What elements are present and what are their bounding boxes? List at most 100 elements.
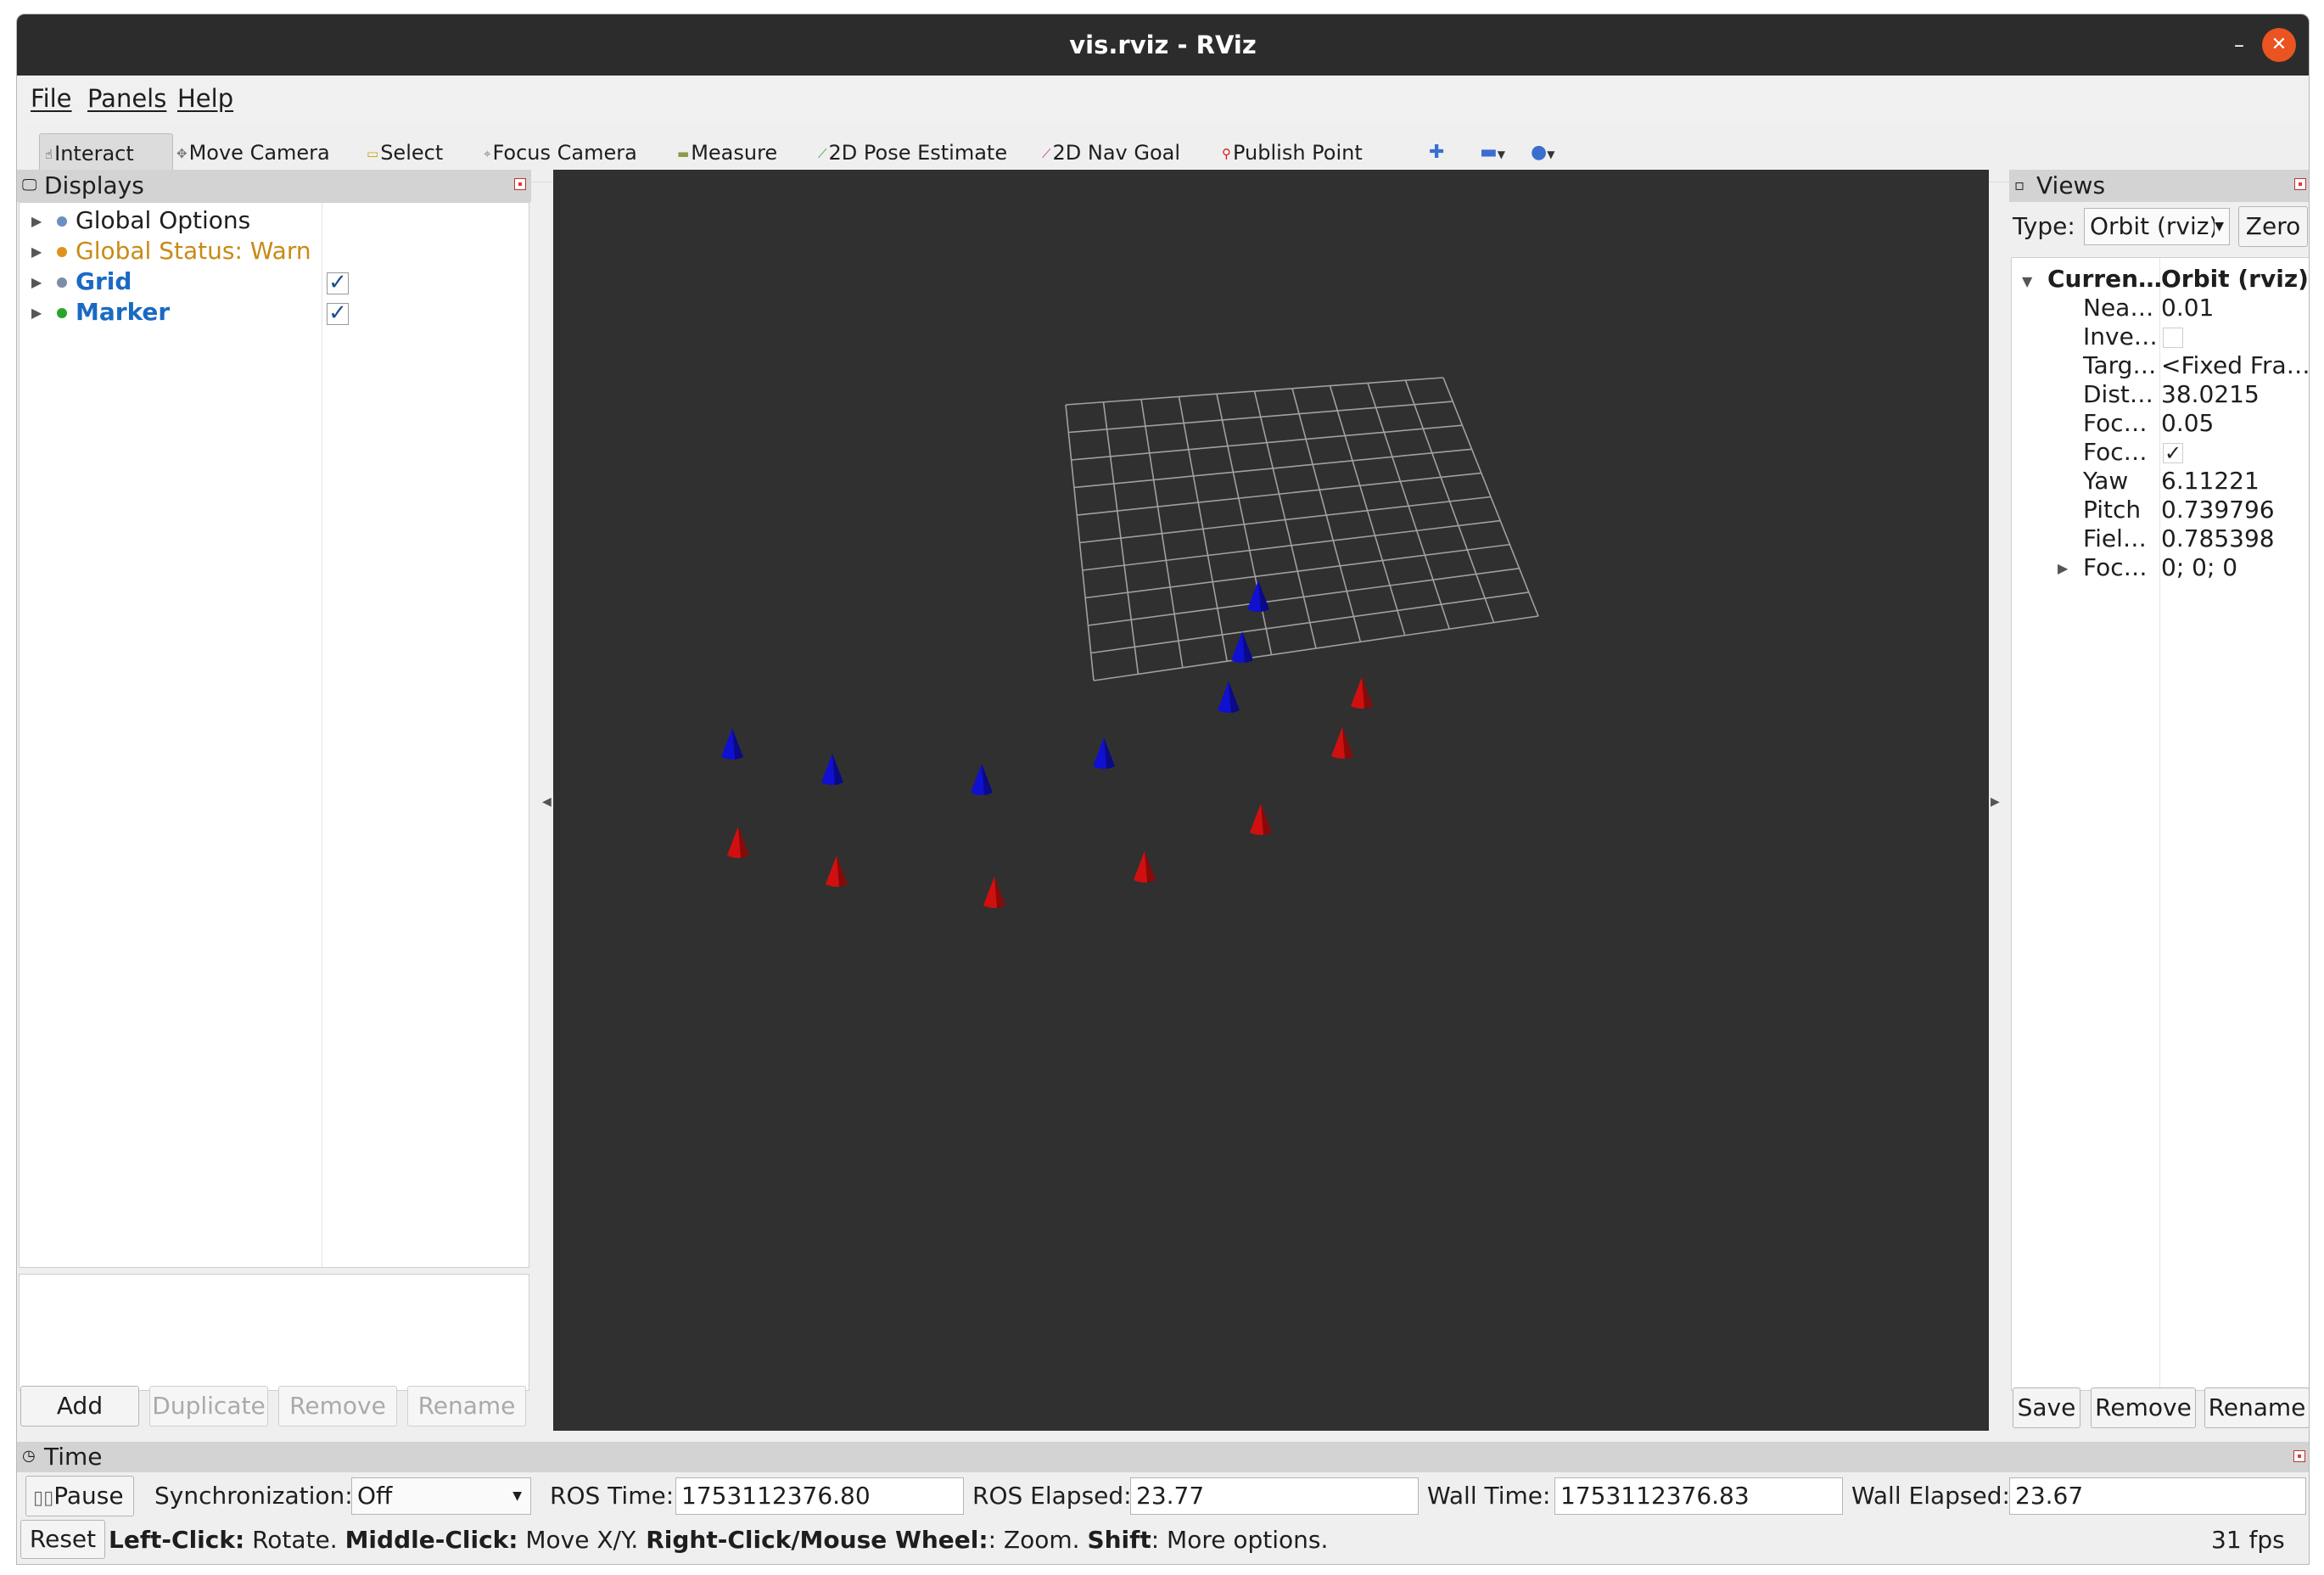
grid-line	[1367, 383, 1450, 630]
select-box-icon: ▭	[367, 146, 379, 161]
zero-button[interactable]: Zero	[2238, 206, 2308, 247]
title-bar: vis.rviz - RViz – ☐ ✕	[17, 14, 2309, 76]
wall-elapsed-label: Wall Elapsed:	[1851, 1482, 2010, 1510]
blue-cone-marker	[1093, 737, 1115, 769]
select-label: Select	[380, 141, 444, 165]
measure-tool[interactable]: ▬Measure	[677, 133, 777, 172]
grid-line	[1085, 543, 1510, 599]
view-prop-value[interactable]: 0.01	[2161, 294, 2215, 322]
expand-arrow-icon[interactable]: ▶	[31, 244, 42, 260]
view-prop-value[interactable]: 0.05	[2161, 409, 2215, 437]
ros-time-field[interactable]: 1753112376.80	[675, 1477, 964, 1515]
interact-tool[interactable]: ☝Interact	[39, 133, 173, 172]
menu-panels[interactable]: Panels	[87, 84, 167, 113]
move-camera-tool[interactable]: ✥Move Camera	[176, 133, 330, 172]
view-prop-checkbox[interactable]: ✓	[2163, 441, 2183, 465]
view-prop-value[interactable]: 0; 0; 0	[2161, 553, 2238, 581]
window-title: vis.rviz - RViz	[1069, 31, 1257, 59]
tool-properties-icon[interactable]: ●▼	[1531, 142, 1555, 163]
view-type-select[interactable]: Orbit (rviz) ▼	[2084, 208, 2230, 245]
red-cone-marker	[1134, 851, 1156, 883]
display-marker-label[interactable]: Marker	[76, 298, 171, 326]
purple-arrow-icon: ⟋	[1042, 146, 1051, 161]
duplicate-display-button[interactable]: Duplicate	[149, 1386, 268, 1426]
close-panel-icon[interactable]	[2294, 178, 2306, 190]
blue-cone-marker	[1247, 580, 1269, 612]
add-tool-icon[interactable]: ✚	[1429, 142, 1445, 163]
ros-elapsed-field[interactable]: 23.77	[1130, 1477, 1419, 1515]
focus-camera-tool[interactable]: ⌖Focus Camera	[484, 133, 637, 172]
close-panel-icon[interactable]	[2293, 1450, 2305, 1462]
save-view-button[interactable]: Save	[2013, 1387, 2080, 1428]
right-splitter-arrow-icon[interactable]: ▶	[1991, 795, 2000, 809]
close-icon: ✕	[2271, 34, 2288, 55]
blue-cone-marker	[721, 728, 743, 759]
expand-arrow-icon[interactable]: ▼	[2022, 273, 2033, 289]
rename-display-button[interactable]: Rename	[407, 1386, 526, 1426]
display-grid-label[interactable]: Grid	[76, 267, 132, 295]
wall-elapsed-field[interactable]: 23.67	[2009, 1477, 2306, 1515]
display-global-options-label[interactable]: Global Options	[76, 206, 251, 234]
view-type-value: Orbit (rviz)	[2090, 212, 2219, 240]
pose-estimate-tool[interactable]: ⟋2D Pose Estimate	[818, 133, 1007, 172]
rename-view-button[interactable]: Rename	[2204, 1387, 2309, 1428]
display-global-status-label[interactable]: Global Status: Warn	[76, 237, 311, 265]
menu-help[interactable]: Help	[177, 84, 234, 113]
pose-estimate-label: 2D Pose Estimate	[828, 141, 1008, 165]
view-prop-checkbox[interactable]	[2163, 328, 2183, 348]
display-marker-checkbox[interactable]: ✓	[327, 302, 349, 325]
blue-cone-marker	[821, 754, 843, 785]
view-prop-key: Nea…	[2083, 294, 2154, 322]
view-prop-value[interactable]: 0.739796	[2161, 496, 2275, 524]
remove-display-button[interactable]: Remove	[278, 1386, 397, 1426]
red-cone-marker	[983, 877, 1005, 908]
close-panel-icon[interactable]	[514, 178, 526, 190]
move-icon: ✥	[176, 146, 188, 161]
displays-tree: ▶ Global Options ▶ Global Status: Warn ▶ Grid…	[19, 202, 529, 1268]
remove-tool-icon[interactable]: ▬▼	[1480, 142, 1506, 163]
view-prop-key: Dist…	[2083, 380, 2153, 408]
grid-line	[1291, 388, 1362, 642]
select-tool[interactable]: ▭Select	[367, 133, 443, 172]
status-hint: Left-Click: Rotate. Middle-Click: Move X…	[109, 1526, 1329, 1554]
views-title: Views	[2036, 171, 2106, 199]
grid-line	[1404, 379, 1495, 623]
grid	[1065, 377, 1539, 681]
publish-point-tool[interactable]: ⚲Publish Point	[1222, 133, 1363, 172]
red-cone-marker	[727, 827, 749, 858]
view-prop-value[interactable]: 0.785398	[2161, 524, 2275, 552]
view-prop-value[interactable]: 6.11221	[2161, 467, 2260, 495]
remove-view-button[interactable]: Remove	[2091, 1387, 2196, 1428]
view-type-label: Type:	[2013, 212, 2075, 240]
view-prop-key: Targ…	[2083, 351, 2157, 379]
hand-icon: ☝	[45, 147, 53, 162]
render-viewport[interactable]	[553, 170, 1989, 1431]
fps-readout: 31 fps	[2211, 1526, 2285, 1554]
blue-cone-marker	[1231, 631, 1253, 663]
interact-label: Interact	[54, 142, 134, 165]
view-prop-value[interactable]: 38.0215	[2161, 380, 2260, 408]
view-prop-key: Foc…	[2083, 438, 2148, 466]
display-grid-checkbox[interactable]: ✓	[327, 272, 349, 294]
minimize-button[interactable]: –	[2234, 33, 2244, 57]
reset-button[interactable]: Reset	[20, 1520, 105, 1559]
sync-value: Off	[357, 1482, 393, 1510]
left-splitter-arrow-icon[interactable]: ◀	[542, 795, 552, 809]
nav-goal-tool[interactable]: ⟋2D Nav Goal	[1042, 133, 1180, 172]
expand-arrow-icon[interactable]: ▶	[31, 305, 42, 321]
wall-time-field[interactable]: 1753112376.83	[1554, 1477, 1843, 1515]
expand-arrow-icon[interactable]: ▶	[2058, 560, 2069, 576]
scene-canvas	[553, 170, 1989, 1431]
close-button[interactable]: ✕	[2262, 28, 2296, 62]
red-cone-marker	[826, 855, 848, 887]
add-display-button[interactable]: Add	[20, 1386, 139, 1426]
expand-arrow-icon[interactable]: ▶	[31, 274, 42, 290]
view-prop-value[interactable]: <Fixed Fra…	[2161, 351, 2310, 379]
grid-line	[1442, 377, 1539, 617]
status-dot-icon	[57, 247, 67, 257]
expand-arrow-icon[interactable]: ▶	[31, 213, 42, 229]
sync-select[interactable]: Off ▼	[351, 1477, 531, 1515]
time-header: ◷ Time	[17, 1442, 2309, 1472]
pause-button[interactable]: ▯▯Pause	[25, 1476, 134, 1516]
menu-file[interactable]: File	[31, 84, 72, 113]
